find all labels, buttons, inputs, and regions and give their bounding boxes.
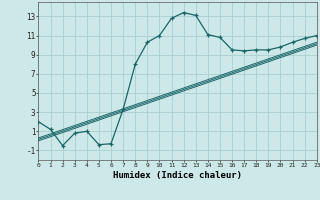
X-axis label: Humidex (Indice chaleur): Humidex (Indice chaleur)	[113, 171, 242, 180]
